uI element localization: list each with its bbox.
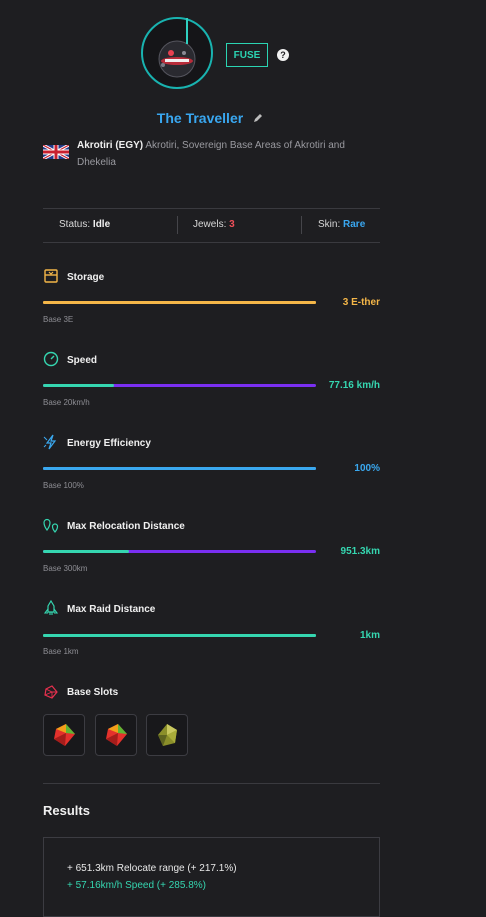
divider — [177, 216, 178, 234]
results-title: Results — [43, 803, 90, 818]
location-text: Akrotiri (EGY) Akrotiri, Sovereign Base … — [77, 137, 377, 171]
jewels-info: Jewels: 3 — [193, 219, 235, 230]
olive-jewel-icon — [158, 724, 177, 746]
stat-bar-speed — [43, 384, 316, 387]
stat-value-storage: 3 E-ther — [342, 297, 380, 308]
uk-flag-icon — [43, 145, 69, 159]
status-label: Status: — [59, 219, 91, 230]
lightning-icon — [43, 434, 57, 450]
divider — [43, 208, 380, 209]
base-slot-2[interactable] — [95, 714, 137, 756]
divider — [43, 242, 380, 243]
divider — [301, 216, 302, 234]
stat-base-relocation: Base 300km — [43, 564, 88, 573]
speedometer-icon — [43, 351, 59, 367]
status-info: Status: Idle — [59, 219, 110, 230]
stat-label-relocation: Max Relocation Distance — [67, 521, 185, 532]
result-line-relocate: + 651.3km Relocate range (+ 217.1%) — [67, 863, 237, 874]
avatar — [141, 17, 213, 89]
stat-base-raid: Base 1km — [43, 647, 79, 656]
edit-pencil-icon[interactable] — [252, 112, 264, 124]
stat-value-speed: 77.16 km/h — [328, 380, 380, 391]
stat-label-storage: Storage — [67, 272, 105, 283]
location-description: Akrotiri, Sovereign Base Areas of Akroti… — [77, 140, 345, 168]
stat-base-energy: Base 100% — [43, 481, 84, 490]
storage-icon — [44, 269, 58, 283]
stat-bar-storage — [43, 301, 316, 304]
base-slots-label: Base Slots — [67, 687, 119, 698]
status-value: Idle — [92, 219, 111, 230]
red-jewel-icon — [54, 724, 75, 746]
result-line-speed: + 57.16km/h Speed (+ 285.8%) — [67, 880, 206, 891]
antenna-icon — [186, 18, 188, 44]
base-slot-1[interactable] — [43, 714, 85, 756]
stat-bar-energy — [43, 467, 316, 470]
red-jewel-icon — [106, 724, 127, 746]
stat-bar-raid — [43, 634, 316, 637]
stat-value-energy: 100% — [354, 463, 380, 474]
skin-value: Rare — [343, 219, 366, 230]
base-slot-3[interactable] — [146, 714, 188, 756]
page-title: The Traveller — [156, 110, 244, 126]
stat-value-raid: 1km — [359, 630, 380, 641]
divider — [43, 783, 380, 784]
stat-label-energy: Energy Efficiency — [67, 438, 151, 449]
stat-base-speed: Base 20km/h — [43, 398, 90, 407]
help-icon[interactable]: ? — [277, 49, 289, 61]
rocket-icon — [43, 600, 59, 615]
jewels-label: Jewels: — [193, 219, 227, 230]
stat-bar-relocation — [43, 550, 316, 553]
skin-info: Skin: Rare — [318, 219, 365, 230]
fuse-button[interactable]: FUSE — [226, 43, 268, 67]
gem-icon — [44, 685, 58, 699]
location-pins-icon — [43, 518, 59, 533]
stat-label-raid: Max Raid Distance — [67, 604, 156, 615]
skin-label: Skin: — [318, 219, 341, 230]
stat-label-speed: Speed — [67, 355, 98, 366]
stat-base-storage: Base 3E — [43, 315, 74, 324]
robot-sphere-icon — [158, 40, 196, 78]
location-name: Akrotiri (EGY) — [77, 140, 144, 151]
jewels-value: 3 — [229, 219, 235, 230]
results-panel — [43, 837, 380, 917]
stat-value-relocation: 951.3km — [340, 546, 380, 557]
